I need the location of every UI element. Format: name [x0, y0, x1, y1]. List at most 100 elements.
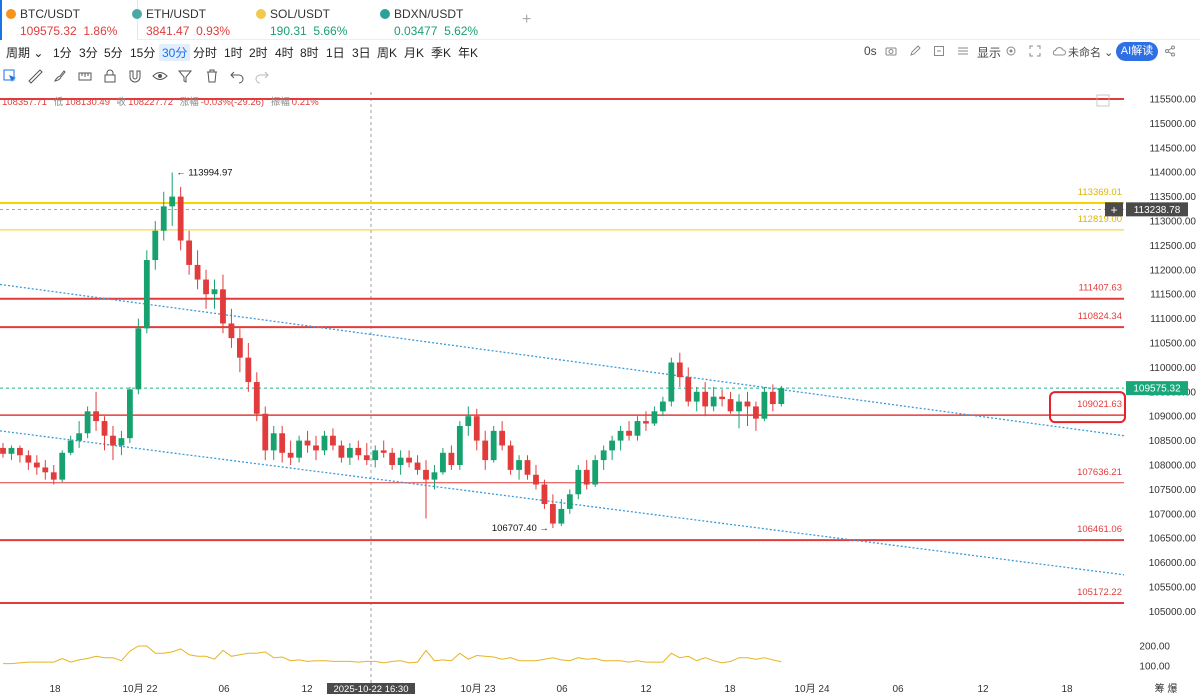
candle-body: [68, 441, 74, 453]
candle-body: [85, 411, 91, 433]
candle-body: [448, 453, 454, 465]
trendline: [0, 284, 1124, 435]
price-axis-label: 114500.00: [1149, 143, 1196, 154]
candle-body: [491, 431, 497, 460]
time-axis-label: 06: [892, 684, 904, 694]
time-axis-label: 12: [640, 684, 652, 694]
ohlc-close: 108227.72: [128, 97, 173, 108]
candle-body: [262, 414, 268, 451]
candle-body: [254, 382, 260, 414]
candle-body: [635, 421, 641, 436]
price-axis-label: 109000.00: [1149, 412, 1197, 423]
candle-body: [76, 433, 82, 440]
candle-body: [719, 397, 725, 399]
candle-body: [415, 463, 421, 470]
candle-body: [558, 509, 564, 524]
ohlc-low-label: 低: [54, 97, 64, 108]
time-axis-label: 06: [218, 684, 230, 694]
candle-body: [195, 265, 201, 280]
time-axis-label: 18: [1061, 684, 1073, 694]
crosshair-time-label: 2025-10-22 16:30: [333, 684, 408, 694]
candle-body: [753, 406, 759, 418]
candle-body: [42, 467, 48, 472]
price-axis-label: 112500.00: [1149, 241, 1196, 252]
ohlc-amplitude: 0.21%: [292, 97, 319, 108]
candle-body: [432, 472, 438, 479]
candle-body: [389, 453, 395, 465]
price-level-label: 110824.34: [1078, 311, 1122, 322]
candle-body: [229, 323, 235, 338]
candle-body: [567, 494, 573, 509]
price-axis-label: 112000.00: [1149, 265, 1196, 276]
high-price-marker: ← 113994.97: [176, 167, 232, 178]
price-axis-label: 111000.00: [1150, 314, 1196, 325]
price-level-label: 109021.63: [1077, 399, 1122, 410]
time-axis-label: 18: [49, 684, 61, 694]
candle-body: [220, 289, 226, 323]
candle-body: [575, 470, 581, 494]
candle-body: [34, 463, 40, 468]
candle-body: [237, 338, 243, 358]
candle-body: [499, 431, 505, 446]
candle-body: [533, 475, 539, 485]
candle-body: [203, 280, 209, 295]
candle-body: [59, 453, 65, 480]
candle-body: [161, 206, 167, 230]
candle-body: [169, 197, 175, 207]
candle-body: [508, 445, 514, 469]
price-axis-label: 115000.00: [1149, 119, 1196, 130]
candle-body: [102, 421, 108, 436]
volume-axis-label: 200.00: [1139, 642, 1170, 653]
price-axis-label: 107500.00: [1149, 485, 1197, 496]
candle-body: [685, 377, 691, 401]
crosshair-price-label: 113238.78: [1134, 205, 1181, 216]
candle-body: [347, 448, 353, 458]
time-axis-label: 18: [724, 684, 736, 694]
price-axis-label: 108000.00: [1149, 461, 1197, 472]
price-axis-label: 105500.00: [1149, 583, 1197, 594]
candle-body: [93, 411, 99, 421]
candle-body: [288, 453, 294, 458]
price-axis-label: 114000.00: [1149, 168, 1196, 179]
price-axis-label: 113500.00: [1149, 192, 1196, 203]
candle-body: [406, 458, 412, 463]
candle-body: [339, 445, 345, 457]
candle-body: [525, 460, 531, 475]
candle-body: [313, 445, 319, 450]
price-level-label: 105172.22: [1077, 587, 1122, 598]
ohlc-change-label: 涨幅: [180, 97, 199, 108]
candle-body: [584, 470, 590, 485]
candle-body: [440, 453, 446, 473]
plus-icon: +: [1110, 203, 1117, 217]
time-axis-label: 10月 24: [794, 683, 829, 694]
candle-body: [626, 431, 632, 436]
candle-body: [330, 436, 336, 446]
candle-body: [618, 431, 624, 441]
candle-body: [668, 363, 674, 402]
candle-body: [135, 328, 141, 389]
scale-toggle-icon: [1097, 95, 1109, 106]
candle-body: [271, 433, 277, 450]
price-level-label: 106461.06: [1077, 524, 1122, 535]
price-axis-label: 107000.00: [1149, 509, 1197, 520]
candle-body: [711, 397, 717, 407]
candle-body: [728, 399, 734, 411]
low-price-marker: 106707.40 →: [492, 523, 549, 534]
candle-body: [186, 241, 192, 265]
price-axis-label: 108500.00: [1149, 436, 1197, 447]
trendline: [0, 431, 1124, 575]
ohlc-legend: 108357.71 低 108130.49 收 108227.72 涨幅 -0.03%…: [2, 94, 323, 108]
candle-body: [762, 392, 768, 419]
candle-body: [110, 436, 116, 446]
time-axis-label: 10月 22: [122, 683, 157, 694]
chip-burst-label: 筹 爆: [1155, 682, 1178, 694]
time-axis-label: 06: [556, 684, 568, 694]
candle-body: [381, 450, 387, 452]
candle-body: [127, 389, 133, 438]
candle-body: [212, 289, 218, 294]
ohlc-low: 108130.49: [65, 97, 110, 108]
candle-body: [745, 402, 751, 407]
price-axis-label: 106500.00: [1149, 534, 1197, 545]
candle-body: [372, 450, 378, 460]
